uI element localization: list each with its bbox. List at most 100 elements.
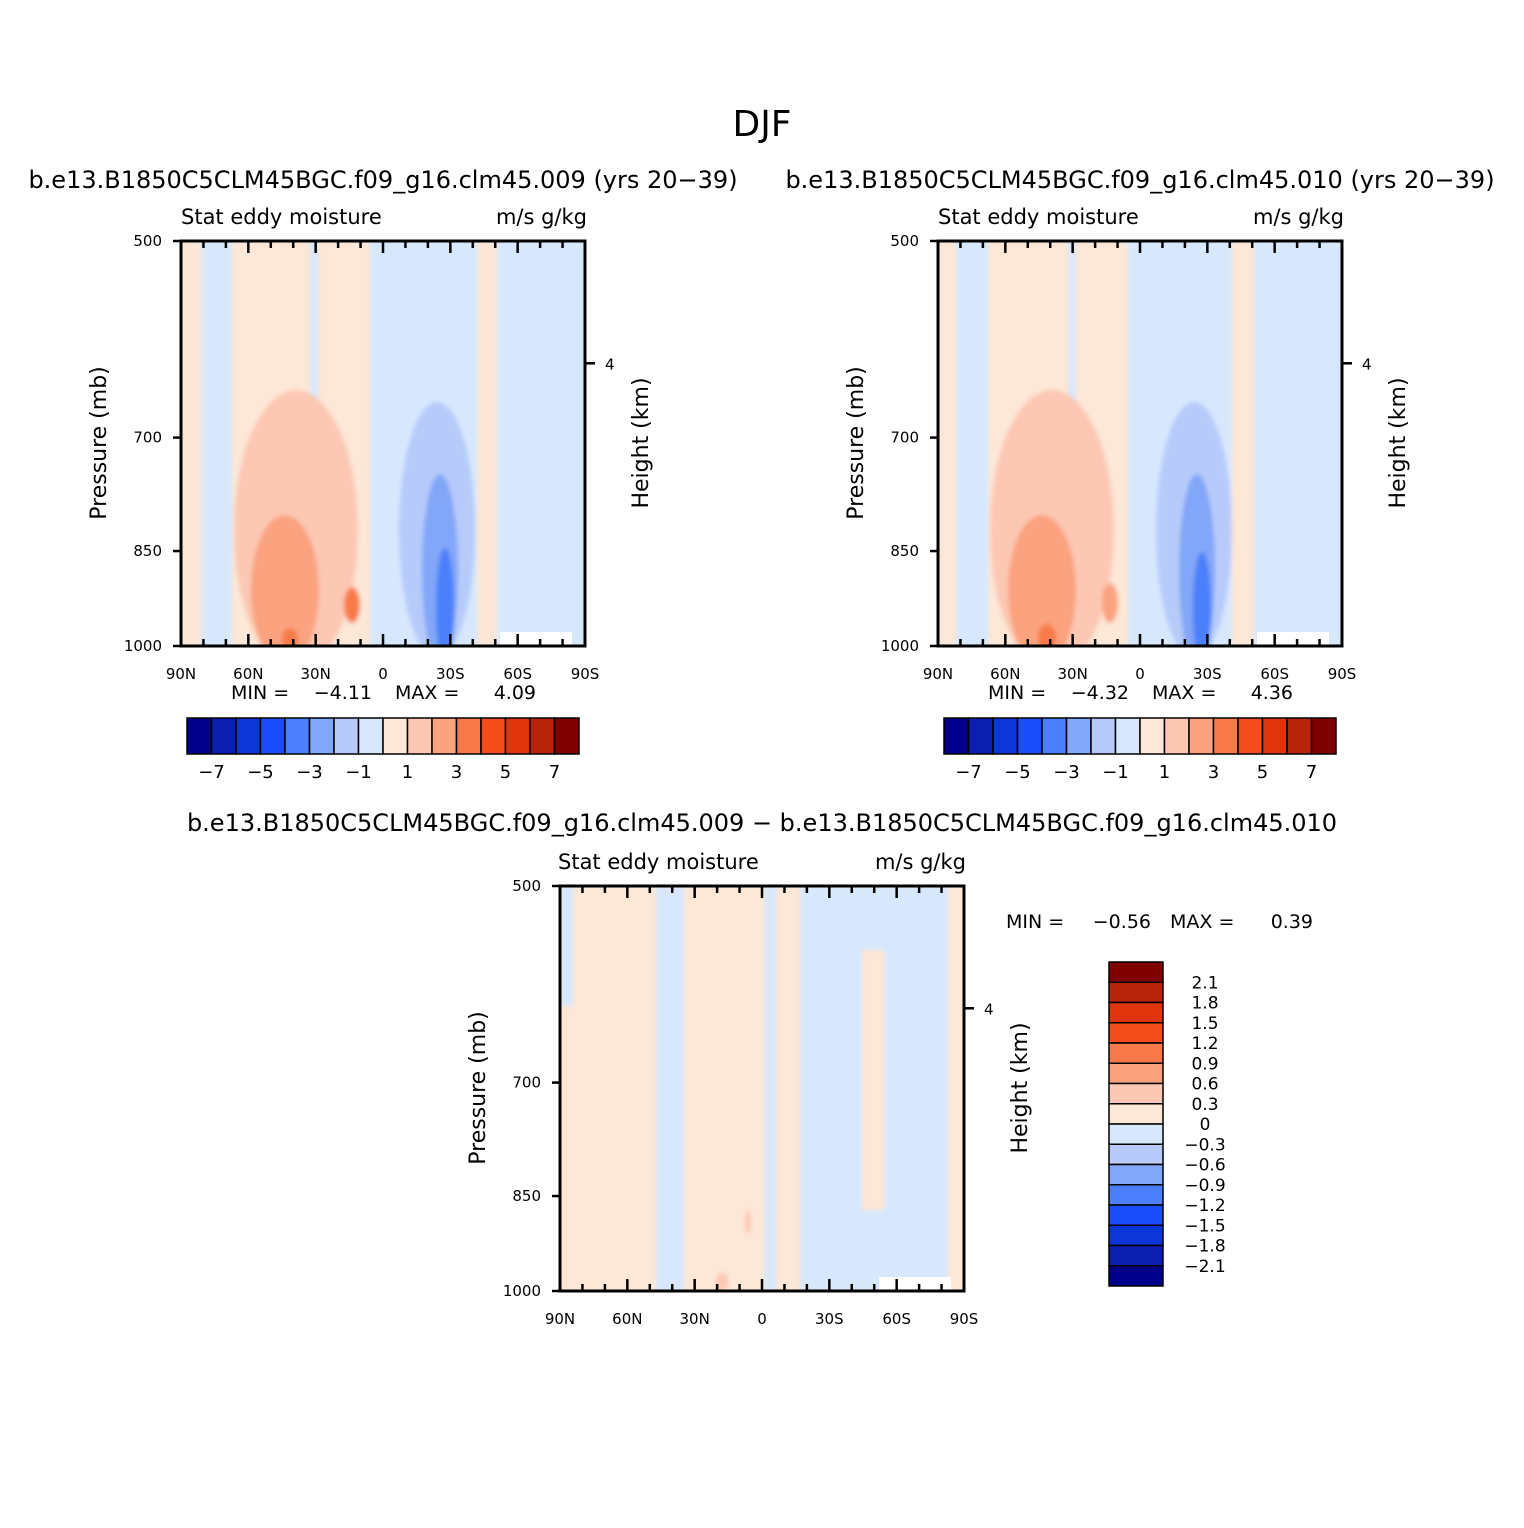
colorbar-box: [186, 717, 213, 755]
colorbar-label: −0.9: [1184, 1176, 1225, 1196]
panel-c-max-label: MAX =: [1170, 911, 1234, 933]
colorbar-label: −0.3: [1184, 1135, 1225, 1155]
y-right-tick-label: 4: [1362, 355, 1372, 373]
panel-c-min-value: −0.56: [1093, 911, 1151, 933]
y-tick-label: 1000: [881, 637, 919, 655]
colorbar-label: 7: [549, 762, 560, 783]
x-tick-label: 90N: [545, 1310, 575, 1328]
colorbar-box: [1108, 1123, 1164, 1145]
x-tick-label: 30N: [1058, 665, 1088, 683]
colorbar-box: [1139, 717, 1166, 755]
panel-c-warm-strip: [862, 950, 884, 1210]
panel-b-warm-peak: [1038, 624, 1056, 646]
colorbar-label: −3: [1053, 762, 1080, 783]
x-tick-label: 30S: [436, 665, 465, 683]
panel-c-missing: [879, 1277, 951, 1291]
colorbar-box: [357, 717, 384, 755]
panel-a: b.e13.B1850C5CLM45BGC.f09_g16.clm45.009 …: [28, 166, 737, 783]
panel-c-subtitle-right: m/s g/kg: [875, 850, 966, 874]
x-tick-label: 60N: [233, 665, 263, 683]
y-tick-label: 850: [512, 1187, 541, 1205]
panel-c-cold-eq: [764, 886, 776, 1291]
panel-c-ylabel-right: Height (km): [1008, 1022, 1033, 1153]
colorbar-box: [1108, 1082, 1164, 1105]
colorbar-label: −1: [1102, 762, 1129, 783]
panel-a-max-value: 4.09: [494, 682, 536, 704]
x-tick-label: 30N: [680, 1310, 710, 1328]
x-tick-label: 60N: [612, 1310, 642, 1328]
colorbar-box: [1108, 981, 1164, 1004]
x-tick-label: 0: [1135, 665, 1145, 683]
colorbar-label: −5: [247, 762, 274, 783]
colorbar-label: −5: [1004, 762, 1031, 783]
panel-b-max-label: MAX =: [1152, 682, 1216, 704]
y-tick-label: 700: [512, 1074, 541, 1092]
panel-a-min-label: MIN =: [231, 682, 289, 704]
colorbar-label: 5: [500, 762, 511, 783]
colorbar-box: [1090, 717, 1117, 755]
colorbar-box: [553, 717, 580, 755]
colorbar-box: [967, 717, 994, 755]
colorbar-label: 7: [1306, 762, 1317, 783]
panel-c-title: b.e13.B1850C5CLM45BGC.f09_g16.clm45.009 …: [187, 809, 1337, 837]
panel-c: b.e13.B1850C5CLM45BGC.f09_g16.clm45.009 …: [187, 809, 1337, 1328]
panel-b-cold-peak: [1193, 552, 1211, 646]
colorbar-box: [480, 717, 507, 755]
colorbar-box: [1108, 1001, 1164, 1024]
panel-c-contours: [560, 886, 948, 1291]
colorbar-box: [1108, 1184, 1164, 1206]
colorbar-label: 0.3: [1191, 1095, 1218, 1115]
colorbar-box: [1108, 1022, 1164, 1044]
panel-c-field: [560, 886, 964, 1291]
colorbar-box: [529, 717, 556, 755]
panel-b-title: b.e13.B1850C5CLM45BGC.f09_g16.clm45.010 …: [785, 166, 1494, 194]
panel-c-cold-north: [560, 886, 573, 1006]
x-tick-label: 60S: [882, 1310, 911, 1328]
panel-b-warm-core: [1008, 515, 1076, 646]
colorbar-box: [1108, 1103, 1164, 1125]
panel-b: b.e13.B1850C5CLM45BGC.f09_g16.clm45.010 …: [785, 166, 1494, 783]
colorbar-label: −7: [198, 762, 225, 783]
colorbar-box: [1108, 1204, 1164, 1226]
colorbar-box: [1108, 961, 1164, 983]
colorbar-label: −1.2: [1184, 1196, 1225, 1216]
colorbar-label: 1: [1159, 762, 1170, 783]
panel-b-contours: [938, 241, 1254, 646]
panel-c-subtitle-left: Stat eddy moisture: [558, 850, 759, 874]
x-tick-label: 30S: [1193, 665, 1222, 683]
figure-title: DJF: [732, 104, 791, 145]
x-tick-label: 0: [757, 1310, 767, 1328]
panel-b-ylabel-right: Height (km): [1386, 377, 1411, 508]
colorbar-box: [1163, 717, 1190, 755]
panel-a-x-ticks: 90N 60N 30N 0 30S 60S 90S: [166, 241, 599, 683]
panel-a-y-ticks: 500 700 850 1000 4: [124, 232, 615, 655]
colorbar-box: [259, 717, 286, 755]
y-tick-label: 1000: [124, 637, 162, 655]
panel-c-warm-dot: [745, 1210, 751, 1234]
x-tick-label: 90S: [571, 665, 600, 683]
panel-b-x-ticks: 90N 60N 30N 0 30S 60S 90S: [923, 241, 1356, 683]
x-tick-label: 90N: [166, 665, 196, 683]
colorbar-box: [406, 717, 433, 755]
panel-b-warm-north: [938, 241, 956, 646]
panel-a-warm-spot: [344, 587, 360, 623]
colorbar-box: [1286, 717, 1313, 755]
panel-b-ylabel: Pressure (mb): [844, 366, 869, 520]
colorbar-box: [210, 717, 237, 755]
colorbar-box: [333, 717, 360, 755]
colorbar-box: [382, 717, 409, 755]
colorbar-label: 1.2: [1191, 1034, 1218, 1054]
colorbar-label: −7: [955, 762, 982, 783]
colorbar-box: [943, 717, 970, 755]
colorbar-label: 3: [451, 762, 462, 783]
panel-b-min-label: MIN =: [988, 682, 1046, 704]
colorbar-label: 1.5: [1191, 1014, 1218, 1034]
colorbar-label: 1: [402, 762, 413, 783]
panel-b-colorbar: −7 −5 −3 −1 1 3 5 7: [943, 717, 1337, 783]
colorbar-box: [1310, 717, 1337, 755]
panel-c-max-value: 0.39: [1271, 911, 1313, 933]
colorbar-box: [1065, 717, 1092, 755]
colorbar-label: 3: [1208, 762, 1219, 783]
colorbar-box: [1188, 717, 1215, 755]
